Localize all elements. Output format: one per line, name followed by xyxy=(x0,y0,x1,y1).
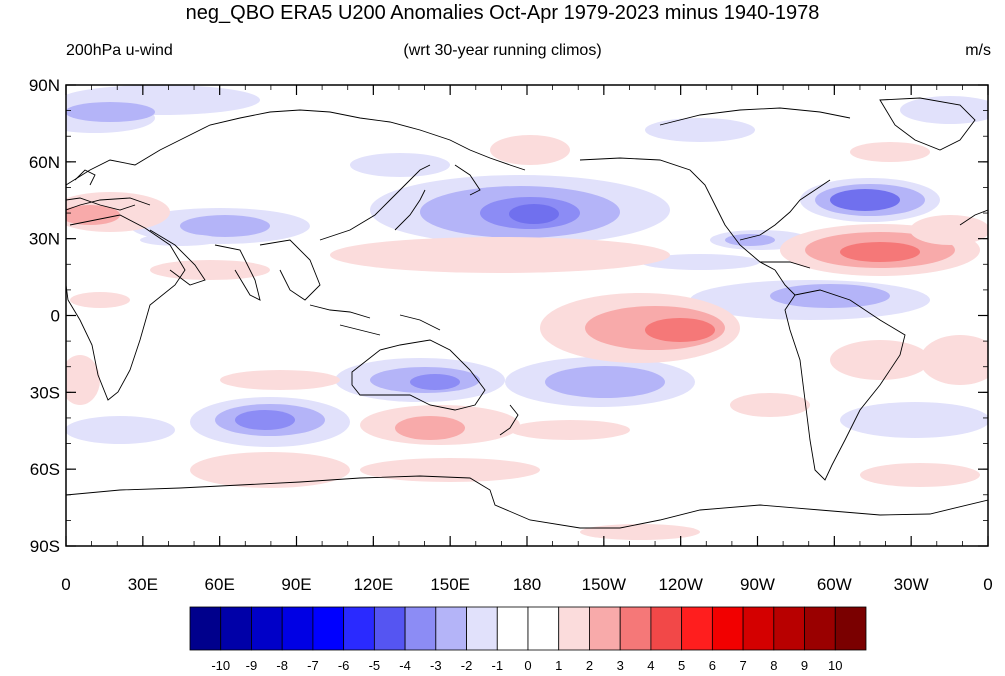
colorbar-box xyxy=(189,606,222,651)
lon-tick-label: 90W xyxy=(740,575,775,594)
colorbar-label: 9 xyxy=(801,658,808,673)
lon-tick-label: 30E xyxy=(128,575,158,594)
colorbar-box xyxy=(742,606,775,651)
left-string: 200hPa u-wind xyxy=(66,42,173,59)
colorbar-box xyxy=(373,606,406,651)
colorbar-label: -8 xyxy=(276,658,288,673)
colorbar-label: -3 xyxy=(430,658,442,673)
colorbar-box xyxy=(343,606,375,651)
colorbar-box xyxy=(312,606,345,651)
colorbar-box xyxy=(220,606,252,651)
colorbar-label: 4 xyxy=(647,658,654,673)
lon-tick-label: 150W xyxy=(582,575,626,594)
colorbar-box xyxy=(466,606,498,651)
positive-anomalies xyxy=(66,135,988,540)
colorbar-label: 0 xyxy=(524,658,531,673)
colorbar-box xyxy=(650,606,683,651)
colorbar-label: 8 xyxy=(770,658,777,673)
units-label: m/s xyxy=(965,42,991,59)
colorbar-box xyxy=(711,606,744,651)
lat-tick-label: 60S xyxy=(30,460,60,479)
colorbar-box xyxy=(496,606,529,651)
colorbar-box xyxy=(251,606,283,651)
colorbar-box xyxy=(589,606,621,651)
lon-tick-labels: 0 30E 60E 90E 120E 150E 180 150W 120W 90W 60W 30W 0 xyxy=(61,575,992,594)
colorbar-label: -1 xyxy=(491,658,503,673)
lat-tick-label: 30N xyxy=(29,230,60,249)
lat-tick-label: 90N xyxy=(29,76,60,95)
colorbar-label: -7 xyxy=(307,658,319,673)
colorbar-label: -4 xyxy=(399,658,411,673)
center-string: (wrt 30-year running climos) xyxy=(403,42,602,59)
lon-tick-label: 90E xyxy=(281,575,311,594)
lon-tick-label: 120E xyxy=(353,575,393,594)
lat-tick-label: 90S xyxy=(30,537,60,556)
colorbar-box xyxy=(834,606,867,651)
colorbar-box xyxy=(281,606,314,651)
lon-tick-label: 0 xyxy=(983,575,992,594)
colorbar-label: 10 xyxy=(828,658,842,673)
coastlines xyxy=(66,97,988,529)
colorbar-label: -2 xyxy=(461,658,473,673)
colorbar-label: 7 xyxy=(739,658,746,673)
colorbar xyxy=(189,606,867,651)
lon-tick-label: 150E xyxy=(430,575,470,594)
colorbar-label: 5 xyxy=(678,658,685,673)
lon-tick-label: 60W xyxy=(817,575,852,594)
colorbar-box xyxy=(558,606,590,651)
colorbar-label: 6 xyxy=(709,658,716,673)
lat-tick-label: 30S xyxy=(30,383,60,402)
lat-tick-label: 60N xyxy=(29,153,60,172)
colorbar-label: 2 xyxy=(586,658,593,673)
contour-fill-layer xyxy=(66,85,988,546)
colorbar-label: 3 xyxy=(617,658,624,673)
plot-title: neg_QBO ERA5 U200 Anomalies Oct-Apr 1979… xyxy=(185,2,820,24)
axis-ticks xyxy=(65,84,989,547)
colorbar-label: 1 xyxy=(555,658,562,673)
lon-tick-label: 60E xyxy=(205,575,235,594)
colorbar-box xyxy=(435,606,467,651)
colorbar-box xyxy=(404,606,437,651)
lat-tick-label: 0 xyxy=(51,307,60,326)
colorbar-label: -6 xyxy=(338,658,350,673)
lon-tick-label: 180 xyxy=(513,575,541,594)
lat-tick-labels: 90N 60N 30N 0 30S 60S 90S xyxy=(29,76,60,556)
colorbar-box xyxy=(619,606,652,651)
lon-tick-label: 120W xyxy=(658,575,702,594)
colorbar-labels: -10 -9 -8 -7 -6 -5 -4 -3 -2 -1 0 1 2 3 4 5 6 7 8 9 10 xyxy=(211,658,842,673)
colorbar-box xyxy=(804,606,836,651)
colorbar-label: -9 xyxy=(246,658,258,673)
colorbar-box xyxy=(773,606,805,651)
colorbar-label: -5 xyxy=(369,658,381,673)
lon-tick-label: 30W xyxy=(894,575,929,594)
colorbar-box xyxy=(527,606,560,651)
colorbar-box xyxy=(681,606,713,651)
lon-tick-label: 0 xyxy=(61,575,70,594)
colorbar-label: -10 xyxy=(211,658,230,673)
